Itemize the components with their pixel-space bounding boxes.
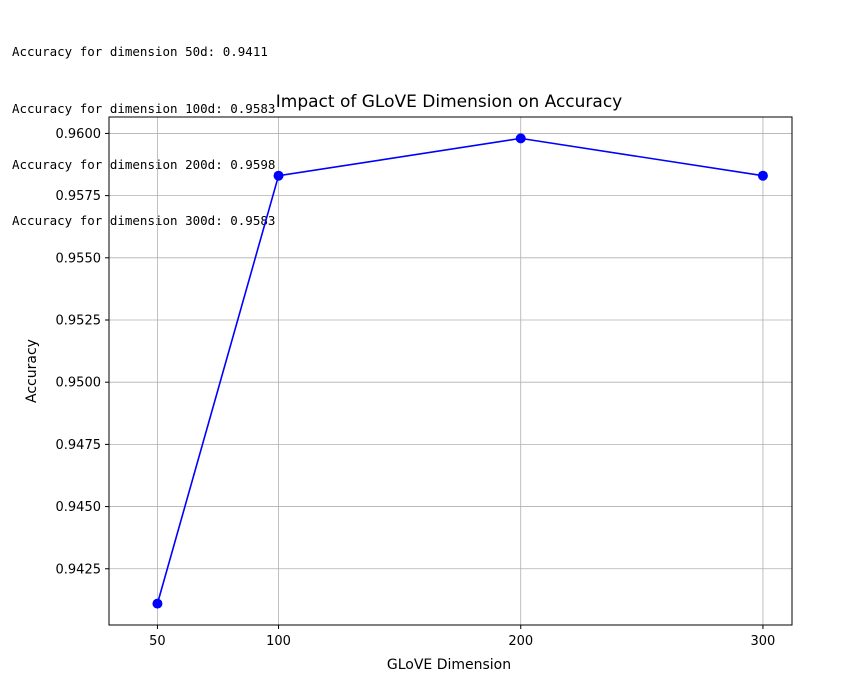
console-line: Accuracy for dimension 100d: 0.9583 xyxy=(12,100,276,116)
data-point xyxy=(515,133,526,144)
y-axis-label: Accuracy xyxy=(24,339,40,403)
data-point xyxy=(152,598,163,609)
y-tick-label: 0.9425 xyxy=(56,562,102,577)
grid xyxy=(109,117,792,625)
tick-layer: 50 100 200 300 0.9425 0.9450 0.9475 0.9500 0.952… xyxy=(56,127,776,649)
x-tick-label: 300 xyxy=(751,634,776,649)
chart-title: Impact of GLoVE Dimension on Accuracy xyxy=(276,92,622,112)
x-tick-label: 50 xyxy=(149,634,166,649)
y-tick-label: 0.9475 xyxy=(56,438,102,453)
series-layer xyxy=(152,133,768,609)
y-tick-label: 0.9550 xyxy=(56,251,102,266)
x-axis-label: GLoVE Dimension xyxy=(387,657,511,673)
y-tick-label: 0.9450 xyxy=(56,500,102,515)
x-tick-label: 200 xyxy=(508,634,533,649)
console-line: Accuracy for dimension 300d: 0.9583 xyxy=(12,212,276,228)
y-tick-label: 0.9575 xyxy=(56,189,102,204)
series-line xyxy=(156,137,764,604)
y-tick-label: 0.9500 xyxy=(56,376,102,391)
data-point xyxy=(273,170,284,181)
y-tick-label: 0.9525 xyxy=(56,314,102,329)
console-line: Accuracy for dimension 50d: 0.9411 xyxy=(12,44,268,60)
data-point xyxy=(757,170,768,181)
plot-frame xyxy=(108,116,793,626)
console-output: Accuracy for dimension 50d: 0.9411 Accur… xyxy=(12,6,275,249)
y-tick-label: 0.9600 xyxy=(56,127,102,142)
x-tick-label: 100 xyxy=(266,634,291,649)
console-line: Accuracy for dimension 200d: 0.9598 xyxy=(12,156,276,172)
